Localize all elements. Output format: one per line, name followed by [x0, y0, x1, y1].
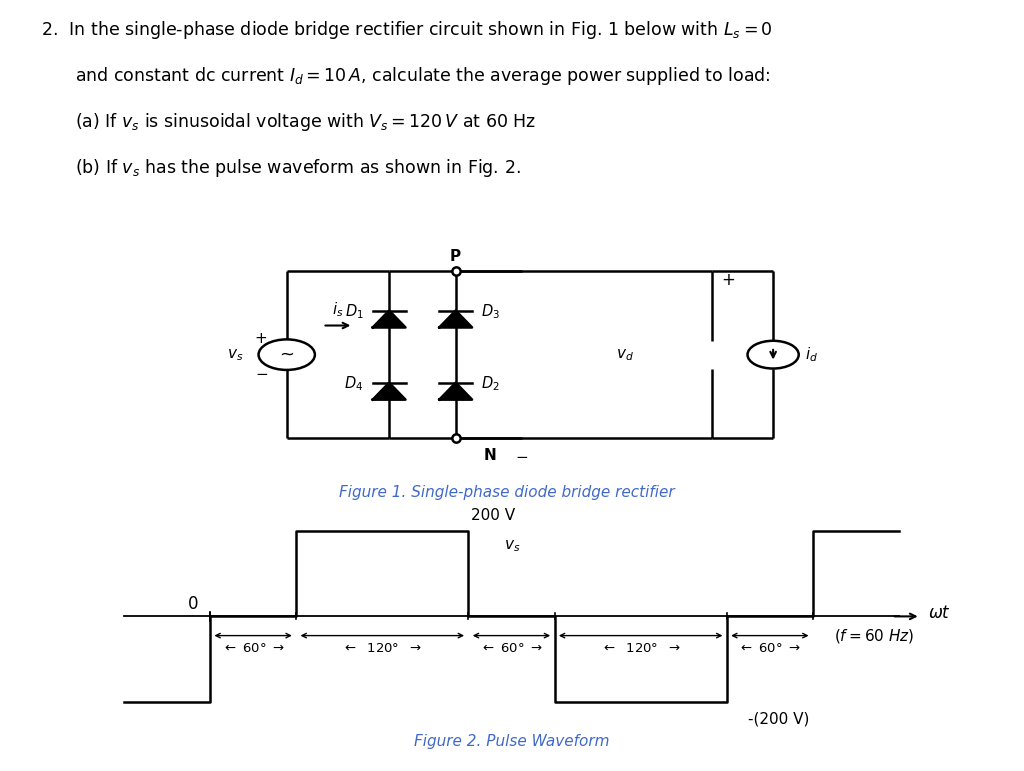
Text: -(200 V): -(200 V) — [749, 711, 810, 726]
Text: $(f = 60$ Hz$)$: $(f = 60$ Hz$)$ — [835, 627, 914, 645]
Text: $\leftarrow$  120°  $\rightarrow$: $\leftarrow$ 120° $\rightarrow$ — [342, 641, 422, 655]
Text: $i_d$: $i_d$ — [805, 345, 818, 364]
Text: $\leftarrow$ 60° $\rightarrow$: $\leftarrow$ 60° $\rightarrow$ — [221, 641, 285, 655]
Text: $D_4$: $D_4$ — [344, 375, 364, 393]
Text: N: N — [483, 448, 497, 463]
Text: $D_3$: $D_3$ — [481, 302, 500, 321]
Text: $D_1$: $D_1$ — [345, 302, 364, 321]
Polygon shape — [439, 311, 472, 328]
Polygon shape — [439, 382, 472, 399]
Text: $-$: $-$ — [255, 365, 267, 380]
Text: $D_2$: $D_2$ — [481, 375, 500, 393]
Text: $i_s$: $i_s$ — [332, 301, 344, 319]
Polygon shape — [373, 382, 406, 399]
Text: $v_s$: $v_s$ — [227, 347, 244, 362]
Text: $\leftarrow$  120°  $\rightarrow$: $\leftarrow$ 120° $\rightarrow$ — [601, 641, 681, 655]
Text: 0: 0 — [188, 595, 199, 613]
Text: $\leftarrow$ 60° $\rightarrow$: $\leftarrow$ 60° $\rightarrow$ — [480, 641, 543, 655]
Text: (a) If $v_s$ is sinusoidal voltage with $V_s = 120\,V$ at 60 Hz: (a) If $v_s$ is sinusoidal voltage with … — [76, 111, 537, 133]
Text: +: + — [255, 331, 267, 345]
Text: $\omega t$: $\omega t$ — [928, 604, 950, 622]
Text: Figure 2. Pulse Waveform: Figure 2. Pulse Waveform — [414, 734, 609, 749]
Text: $-$: $-$ — [514, 448, 527, 463]
Text: +: + — [721, 271, 735, 288]
Text: 2.  In the single-phase diode bridge rectifier circuit shown in Fig. 1 below wit: 2. In the single-phase diode bridge rect… — [41, 19, 772, 41]
Text: $\leftarrow$ 60° $\rightarrow$: $\leftarrow$ 60° $\rightarrow$ — [738, 641, 802, 655]
Text: $v_d$: $v_d$ — [615, 347, 634, 362]
Polygon shape — [373, 311, 406, 328]
Text: $v_s$: $v_s$ — [504, 538, 520, 554]
Text: Figure 1. Single-phase diode bridge rectifier: Figure 1. Single-phase diode bridge rect… — [339, 485, 675, 500]
Text: 200 V: 200 V — [471, 508, 515, 524]
Text: P: P — [451, 248, 461, 264]
Text: (b) If $v_s$ has the pulse waveform as shown in Fig. 2.: (b) If $v_s$ has the pulse waveform as s… — [76, 157, 521, 180]
Text: and constant dc current $I_d = 10\,A$, calculate the average power supplied to l: and constant dc current $I_d = 10\,A$, c… — [76, 65, 771, 87]
Text: ~: ~ — [280, 345, 294, 364]
